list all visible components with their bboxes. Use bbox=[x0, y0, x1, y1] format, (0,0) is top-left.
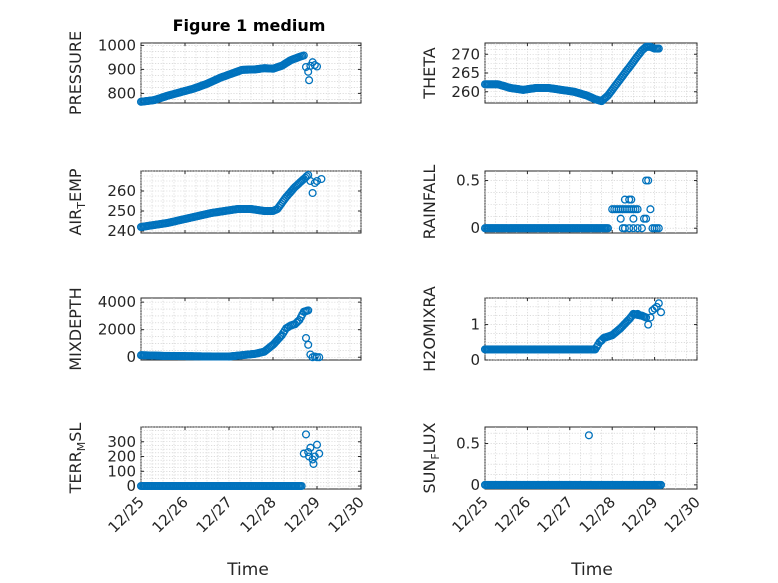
x-tick-label: 12/28 bbox=[576, 493, 619, 536]
data-point bbox=[629, 224, 638, 233]
y-tick-label: 2000 bbox=[98, 321, 136, 339]
x-tick-label: 12/25 bbox=[105, 493, 148, 536]
data-point bbox=[304, 448, 313, 457]
data-point bbox=[301, 62, 311, 72]
x-axis-label-left: Time bbox=[226, 560, 269, 580]
subplot-terr_msl: 12/25 12/26 12/27 12/28 12/29 12/30 0100200300… bbox=[66, 423, 368, 537]
y-tick-label: 300 bbox=[107, 433, 136, 451]
x-tick-label: 12/29 bbox=[618, 493, 661, 536]
data-point bbox=[308, 188, 317, 198]
data-point bbox=[642, 313, 651, 322]
data-point bbox=[642, 214, 651, 223]
subplot-air_temp: 240 250 260 AIRTEMP bbox=[66, 168, 362, 240]
data-point bbox=[646, 313, 655, 322]
data-point bbox=[310, 178, 319, 188]
data-point bbox=[312, 62, 322, 71]
x-tick-label: 12/27 bbox=[193, 493, 236, 536]
data-point bbox=[637, 224, 646, 233]
data-point bbox=[656, 308, 666, 317]
y-tick-label: 270 bbox=[451, 45, 480, 63]
data-point bbox=[620, 224, 629, 233]
x-axis-label-right: Time bbox=[570, 560, 613, 580]
data-point bbox=[301, 430, 311, 439]
data-point bbox=[644, 176, 653, 185]
data-point bbox=[603, 224, 613, 233]
data-point bbox=[309, 459, 318, 468]
data-point bbox=[305, 76, 314, 85]
x-tick-label: 12/25 bbox=[449, 493, 492, 536]
y-tick-label: 100 bbox=[107, 462, 136, 480]
x-tick-label: 12/27 bbox=[533, 493, 576, 536]
data-point bbox=[627, 195, 636, 204]
data-point bbox=[304, 306, 313, 315]
data-point bbox=[629, 214, 638, 223]
y-tick-label: 0.5 bbox=[456, 172, 480, 190]
data-point bbox=[625, 224, 634, 233]
y-axis-label: TERRMSL bbox=[66, 423, 88, 495]
y-tick-label: 260 bbox=[107, 182, 136, 200]
y-tick-label: 265 bbox=[451, 64, 480, 82]
y-tick-label: 240 bbox=[107, 222, 136, 240]
y-tick-label: 0 bbox=[470, 351, 480, 369]
x-tick-label: 12/26 bbox=[491, 493, 534, 536]
data-point bbox=[315, 449, 324, 458]
y-tick-label: 1000 bbox=[98, 36, 136, 54]
data-point bbox=[646, 205, 655, 214]
x-tick-label: 12/26 bbox=[149, 493, 192, 536]
y-tick-label: 4000 bbox=[98, 293, 136, 311]
data-point bbox=[297, 481, 306, 491]
subplot-sun_flux: 12/25 12/26 12/27 12/28 12/29 12/30 0 0.5 SUNFLU… bbox=[420, 422, 704, 536]
data-point bbox=[654, 224, 663, 233]
data-point bbox=[633, 224, 642, 233]
subplot-rainfall: 0 0.5 RAINFALL bbox=[420, 165, 698, 240]
data-point bbox=[312, 440, 322, 449]
subplot-mixdepth: 0 2000 4000 MIXDEPTH bbox=[66, 287, 362, 371]
data-point bbox=[644, 320, 653, 329]
y-tick-label: 250 bbox=[107, 202, 136, 220]
y-tick-label: 900 bbox=[107, 60, 136, 78]
y-axis-label: PRESSURE bbox=[66, 31, 85, 115]
x-tick-label: 12/30 bbox=[325, 493, 368, 536]
data-point bbox=[654, 299, 663, 308]
y-axis-label: H2OMIXRA bbox=[420, 286, 439, 372]
data-point bbox=[306, 443, 315, 452]
data-point bbox=[616, 214, 625, 223]
subplot-h2omixra: 0 1 H2OMIXRA bbox=[420, 286, 698, 372]
y-tick-label: 0 bbox=[126, 348, 136, 366]
data-point bbox=[312, 176, 322, 186]
data-point bbox=[654, 44, 663, 53]
data-point bbox=[299, 51, 308, 60]
x-tick-label: 12/30 bbox=[661, 493, 704, 536]
y-tick-label: 260 bbox=[451, 83, 480, 101]
y-tick-label: 1 bbox=[470, 316, 480, 334]
data-point bbox=[584, 431, 593, 440]
subplot-pressure: 800 900 1000 PRESSURE bbox=[66, 31, 362, 115]
data-point bbox=[633, 205, 642, 214]
y-axis-label: MIXDEPTH bbox=[66, 287, 85, 370]
data-point bbox=[315, 353, 324, 362]
y-tick-label: 0 bbox=[470, 219, 480, 237]
y-tick-label: 0.5 bbox=[456, 435, 480, 453]
data-point bbox=[317, 174, 326, 184]
y-axis-label: SUNFLUX bbox=[420, 422, 442, 493]
data-point bbox=[633, 309, 642, 318]
y-axis-label: THETA bbox=[420, 47, 439, 99]
data-point bbox=[656, 480, 666, 489]
data-point bbox=[650, 304, 659, 313]
y-tick-label: 800 bbox=[107, 84, 136, 102]
data-point bbox=[304, 340, 313, 349]
y-tick-label: 0 bbox=[126, 477, 136, 495]
y-tick-label: 200 bbox=[107, 448, 136, 466]
figure-title: Figure 1 medium bbox=[173, 16, 326, 35]
y-axis-label: AIRTEMP bbox=[66, 168, 88, 235]
x-tick-label: 12/29 bbox=[281, 493, 324, 536]
data-point bbox=[597, 336, 606, 345]
y-tick-label: 0 bbox=[470, 476, 480, 494]
y-axis-label: RAINFALL bbox=[420, 165, 439, 240]
x-tick-label: 12/28 bbox=[237, 493, 280, 536]
